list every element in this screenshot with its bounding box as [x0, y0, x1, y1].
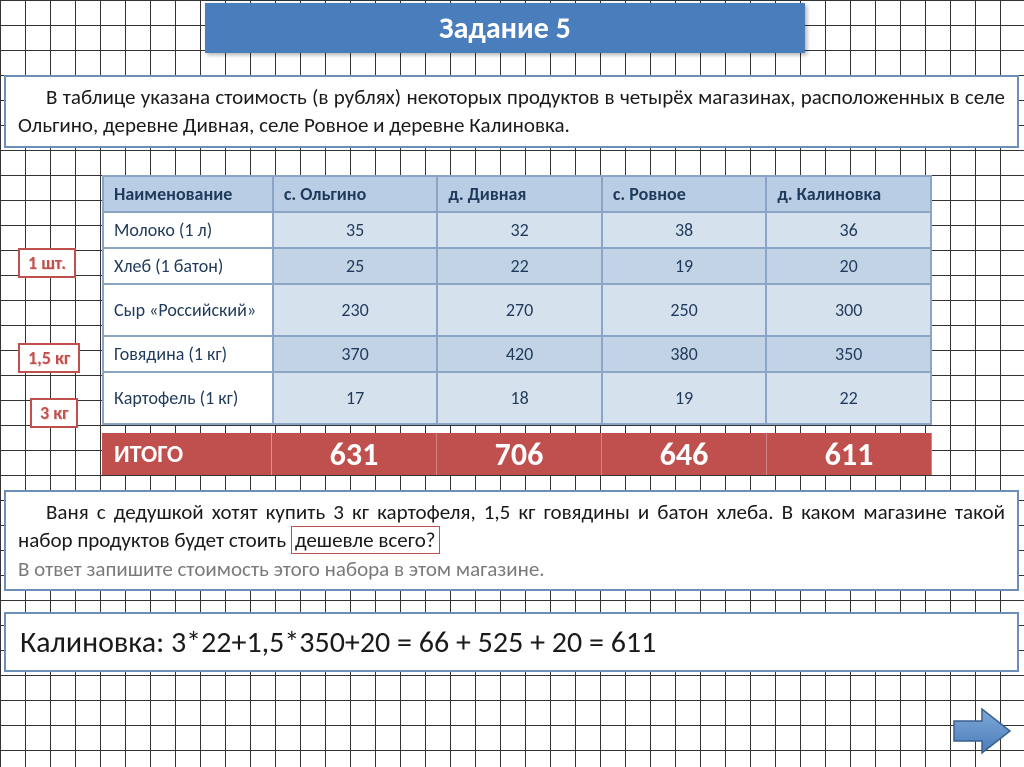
table-row: Хлеб (1 батон) 25 22 19 20: [103, 248, 931, 284]
cell: 300: [766, 284, 931, 336]
title-banner: Задание 5: [205, 3, 805, 53]
row-name: Сыр «Российский»: [103, 284, 273, 336]
cell: 25: [273, 248, 438, 284]
header-col-3: д. Калиновка: [766, 176, 931, 212]
next-arrow-button[interactable]: [952, 707, 1012, 755]
table-row: Сыр «Российский» 230 270 250 300: [103, 284, 931, 336]
cell: 36: [766, 212, 931, 248]
answer-text: Калиновка: 3*22+1,5*350+20 = 66 + 525 + …: [20, 624, 656, 661]
question-gray: В ответ запишите стоимость этого набора …: [18, 556, 545, 582]
total-1: 706: [437, 433, 602, 475]
totals-label: ИТОГО: [102, 433, 272, 475]
row-name: Картофель (1 кг): [103, 372, 273, 424]
cell: 38: [602, 212, 766, 248]
cell: 18: [437, 372, 601, 424]
question-highlight: дешевле всего?: [291, 526, 440, 554]
totals-row: ИТОГО 631 706 646 611: [102, 433, 932, 475]
arrow-right-icon: [952, 707, 1012, 755]
cell: 350: [766, 336, 931, 372]
cell: 22: [766, 372, 931, 424]
qty-label-3: 3 кг: [30, 398, 78, 428]
cell: 230: [273, 284, 438, 336]
cell: 22: [437, 248, 601, 284]
table-row: Картофель (1 кг) 17 18 19 22: [103, 372, 931, 424]
table-row: Говядина (1 кг) 370 420 380 350: [103, 336, 931, 372]
header-col-0: с. Ольгино: [273, 176, 438, 212]
header-col-2: с. Ровное: [602, 176, 766, 212]
cell: 20: [766, 248, 931, 284]
header-col-1: д. Дивная: [437, 176, 601, 212]
row-name: Хлеб (1 батон): [103, 248, 273, 284]
question-paragraph: Ваня с дедушкой хотят купить 3 кг картоф…: [4, 490, 1019, 591]
cell: 250: [602, 284, 766, 336]
total-0: 631: [272, 433, 437, 475]
intro-paragraph: В таблице указана стоимость (в рублях) н…: [4, 75, 1019, 148]
total-2: 646: [602, 433, 767, 475]
row-name: Молоко (1 л): [103, 212, 273, 248]
qty-label-1: 1 шт.: [18, 248, 76, 278]
answer-box: Калиновка: 3*22+1,5*350+20 = 66 + 525 + …: [4, 612, 1019, 672]
price-table: Наименование с. Ольгино д. Дивная с. Ров…: [102, 175, 932, 425]
cell: 35: [273, 212, 438, 248]
cell: 17: [273, 372, 438, 424]
cell: 270: [437, 284, 601, 336]
table-row: Молоко (1 л) 35 32 38 36: [103, 212, 931, 248]
row-name: Говядина (1 кг): [103, 336, 273, 372]
title-text: Задание 5: [439, 10, 571, 47]
intro-text: В таблице указана стоимость (в рублях) н…: [18, 84, 1005, 138]
cell: 32: [437, 212, 601, 248]
cell: 19: [602, 248, 766, 284]
question-prefix: Ваня с дедушкой хотят купить 3 кг картоф…: [18, 499, 1005, 553]
cell: 370: [273, 336, 438, 372]
total-3: 611: [767, 433, 932, 475]
cell: 19: [602, 372, 766, 424]
header-name: Наименование: [103, 176, 273, 212]
cell: 420: [437, 336, 601, 372]
cell: 380: [602, 336, 766, 372]
qty-label-2: 1,5 кг: [18, 343, 80, 373]
table-header-row: Наименование с. Ольгино д. Дивная с. Ров…: [103, 176, 931, 212]
